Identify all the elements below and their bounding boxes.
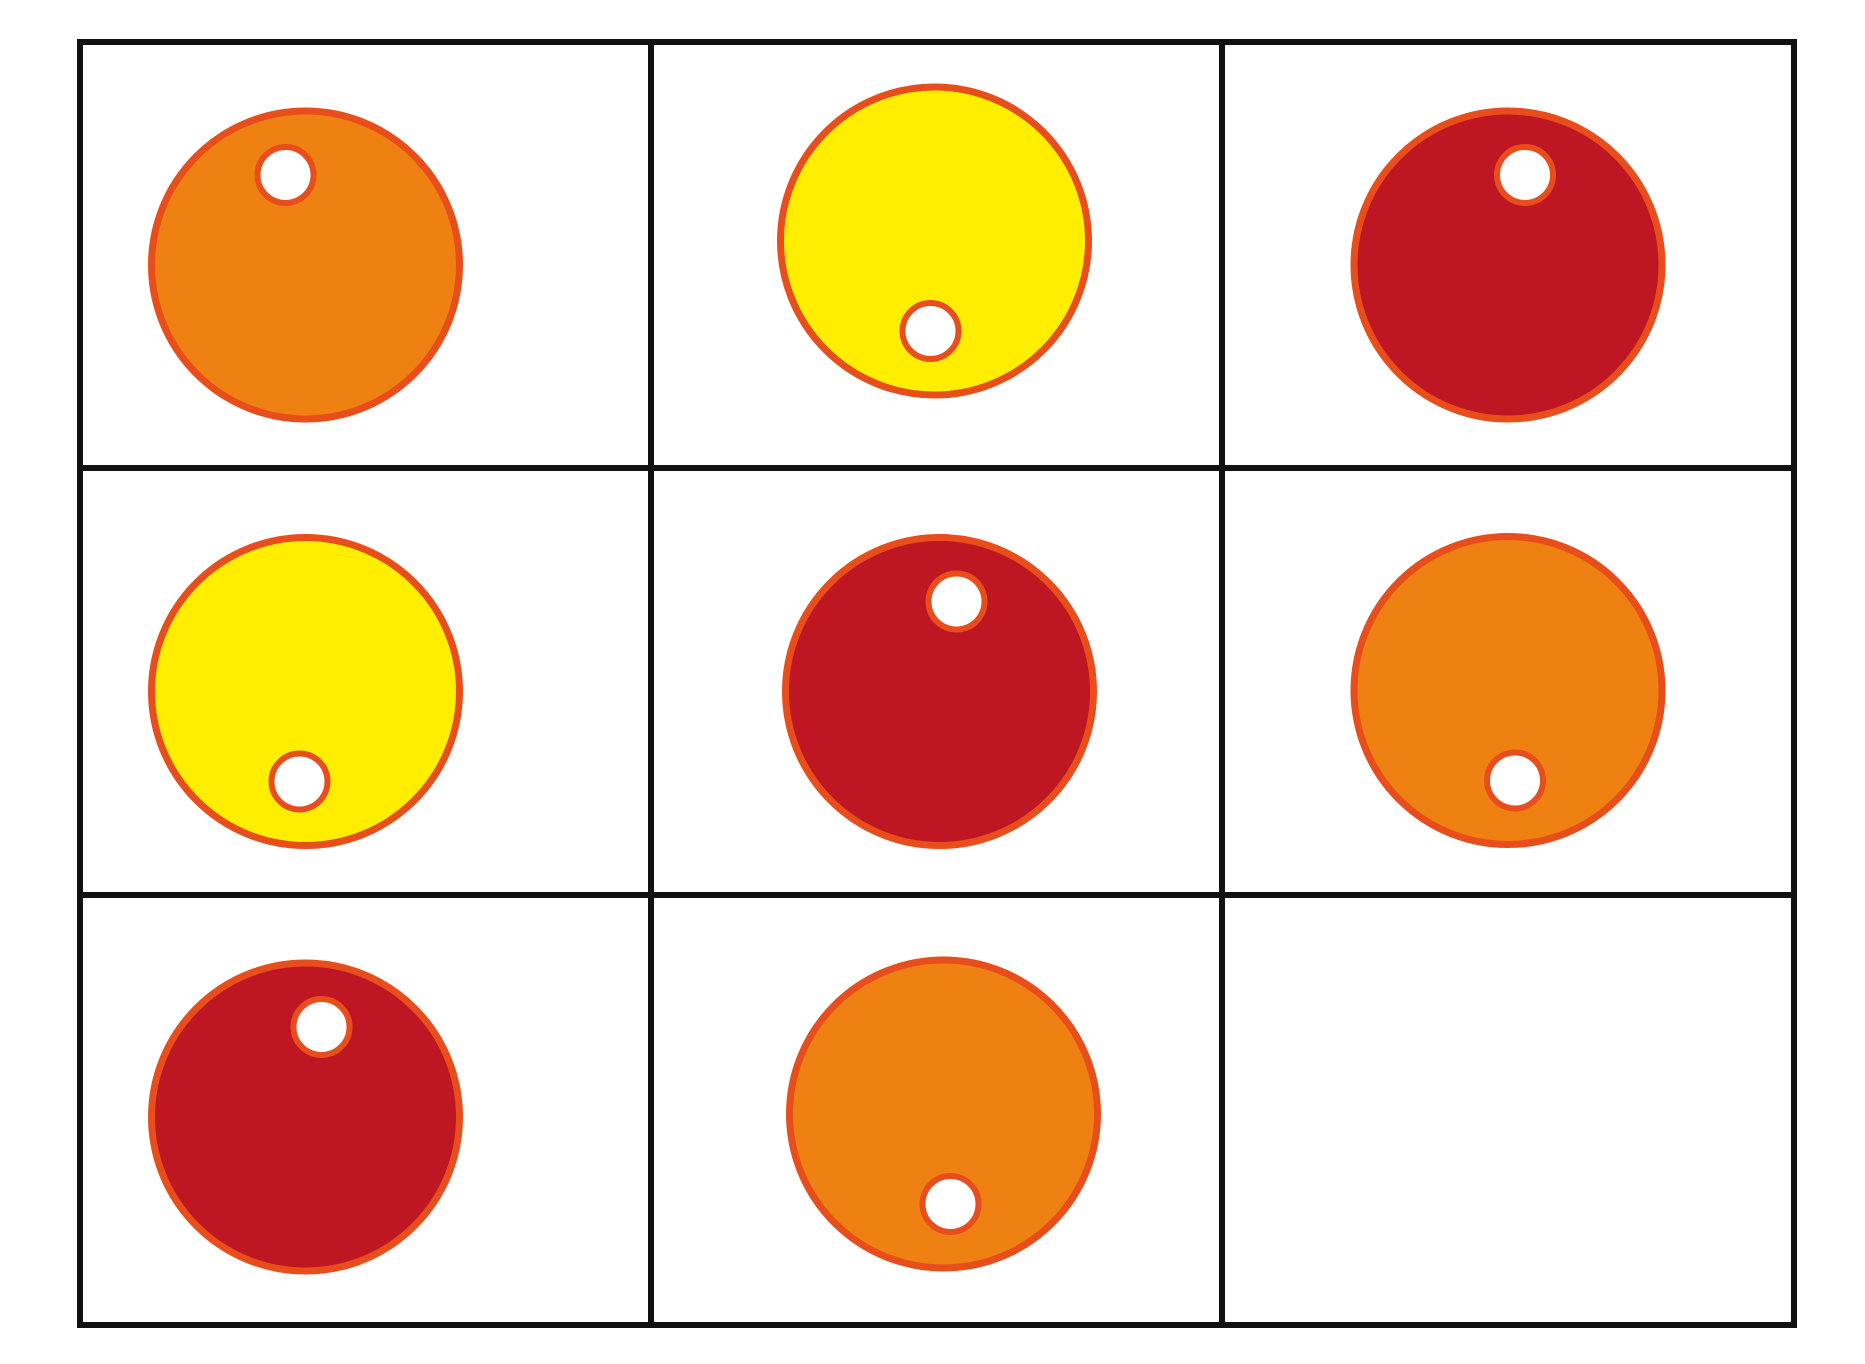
white-dot-top xyxy=(1494,144,1556,206)
grid-cell-r1c2 xyxy=(777,83,1092,399)
white-dot-top xyxy=(290,996,353,1058)
grid-cell-r1c1 xyxy=(148,107,463,423)
orange-ball xyxy=(148,107,463,423)
grid-cell-r3c2 xyxy=(786,956,1101,1272)
white-dot-bottom xyxy=(268,750,331,813)
grid-border xyxy=(77,39,1797,1328)
red-ball xyxy=(1350,107,1666,423)
grid-cell-r2c1 xyxy=(148,534,463,849)
grid-cell-r2c3 xyxy=(1350,533,1666,848)
grid-cell-r1c3 xyxy=(1350,107,1666,423)
red-ball xyxy=(782,534,1097,849)
orange-ball xyxy=(786,956,1101,1272)
grid-cell-r2c2 xyxy=(782,534,1097,849)
white-dot-bottom xyxy=(1484,749,1546,812)
empty-cell xyxy=(1222,895,1794,1325)
red-ball xyxy=(148,959,463,1275)
yellow-ball xyxy=(148,534,463,849)
white-dot-bottom xyxy=(899,300,962,362)
white-dot-top xyxy=(254,144,317,206)
grid-cell-r3c3 xyxy=(1222,895,1794,1325)
white-dot-top xyxy=(925,570,988,633)
grid-cell-r3c1 xyxy=(148,959,463,1275)
orange-ball xyxy=(1350,533,1666,848)
yellow-ball xyxy=(777,83,1092,399)
white-dot-bottom xyxy=(919,1173,982,1235)
